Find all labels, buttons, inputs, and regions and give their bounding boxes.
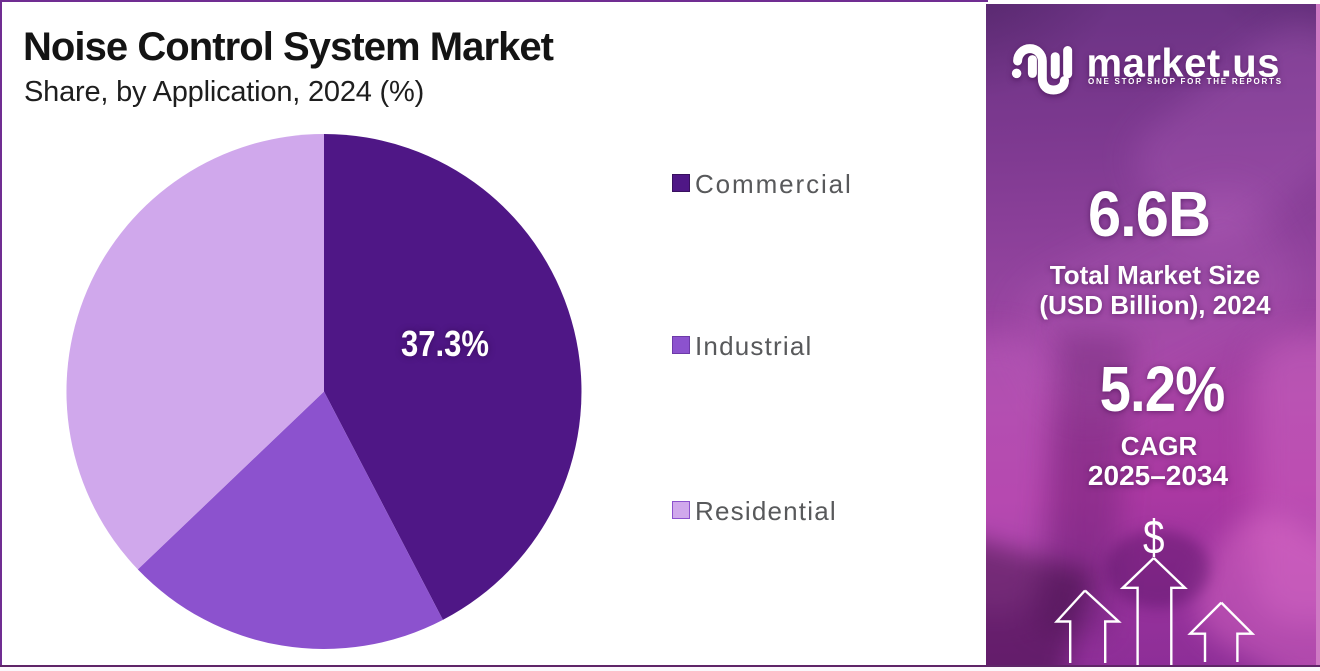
svg-text:ONE STOP SHOP FOR THE REPORTS: ONE STOP SHOP FOR THE REPORTS (1088, 77, 1283, 86)
svg-text:37.3%: 37.3% (401, 323, 489, 364)
svg-text:market.us: market.us (1087, 42, 1280, 86)
svg-text:$: $ (1143, 512, 1165, 565)
